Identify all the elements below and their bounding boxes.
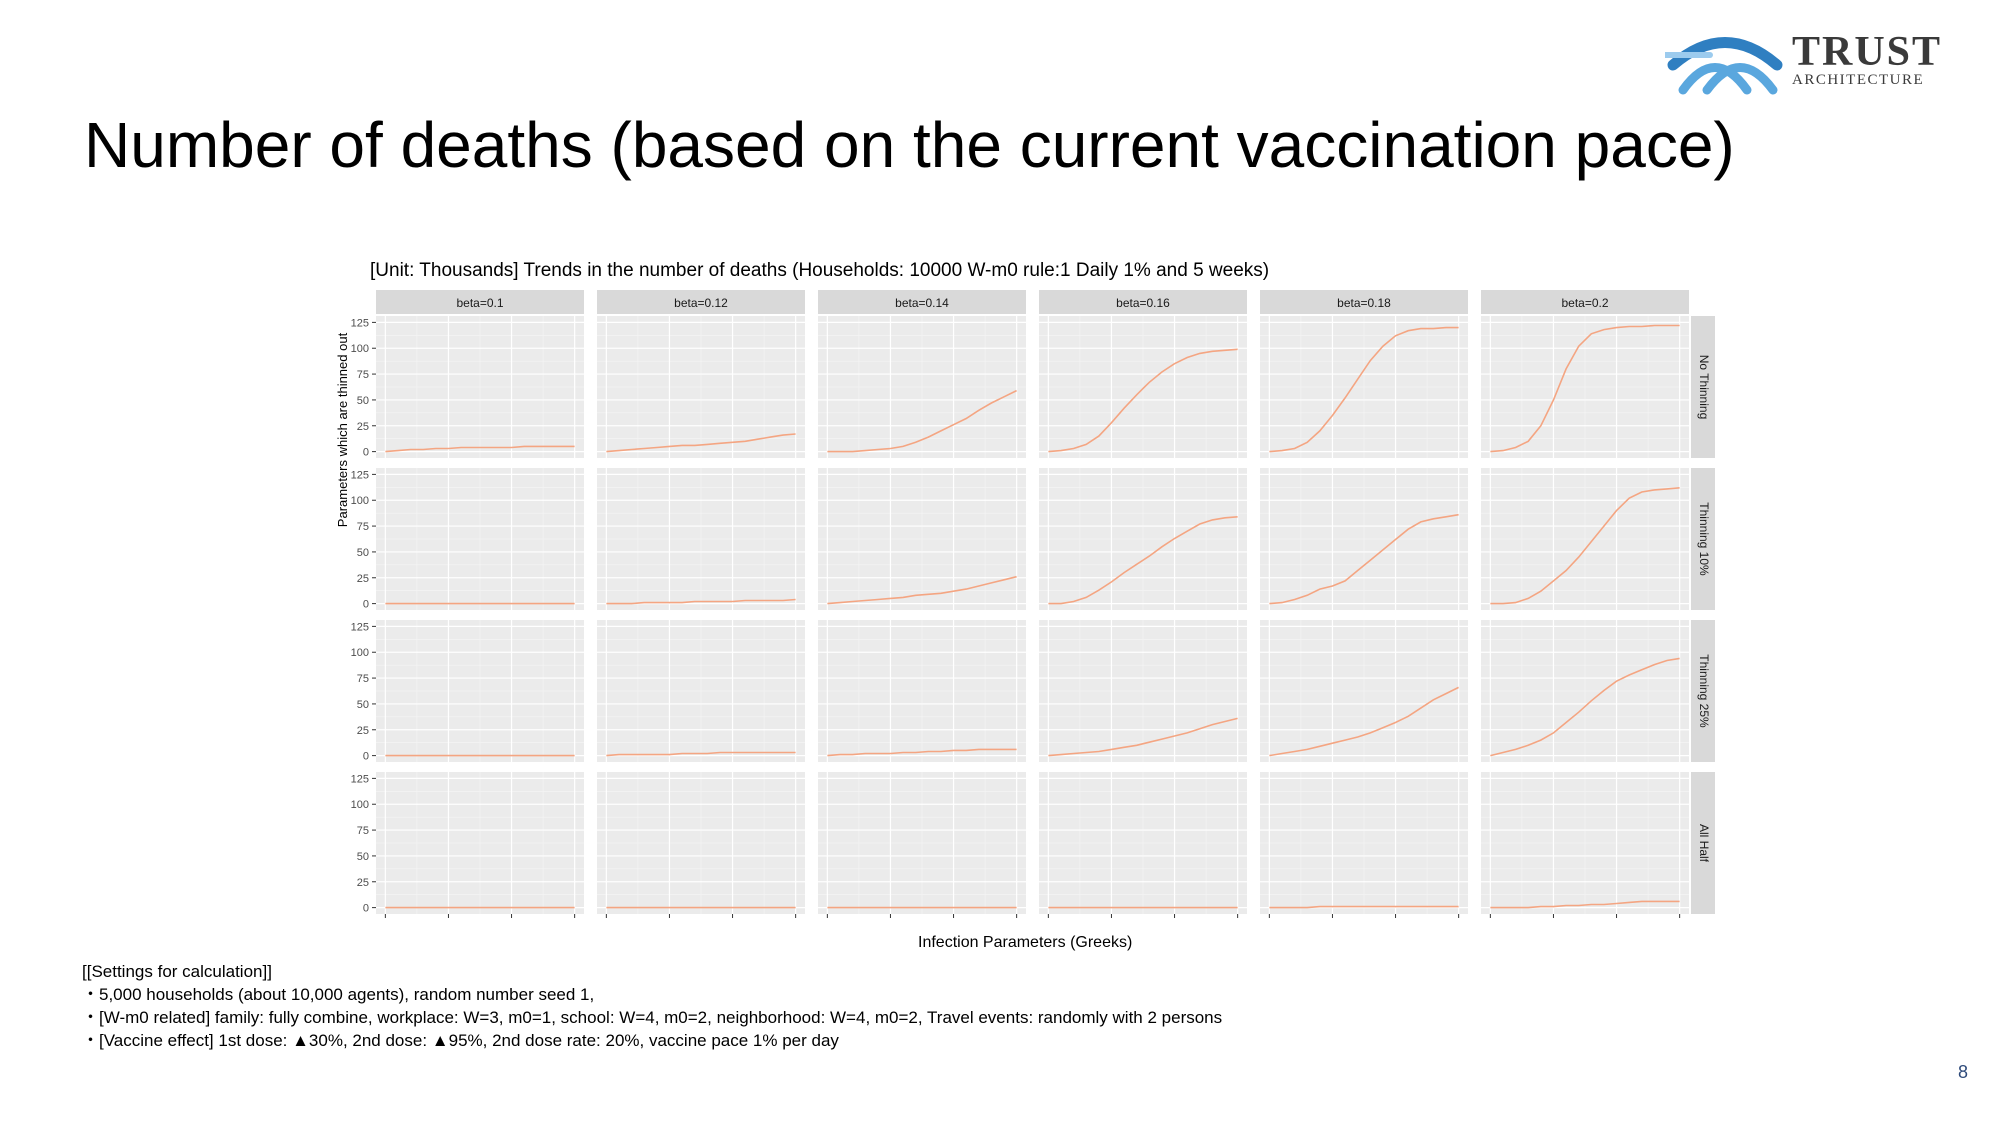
series-line <box>827 389 1017 453</box>
x-axis-label: Infection Parameters (Greeks) <box>918 934 1133 951</box>
y-tick-label: 50 <box>357 395 369 407</box>
facet-strip-row <box>1691 468 1715 610</box>
y-tick-label: 100 <box>351 343 369 355</box>
y-tick-label: 75 <box>357 521 369 533</box>
y-tick-label: 25 <box>357 877 369 889</box>
logo-wordmark: TRUST <box>1792 29 1943 75</box>
series-line <box>1490 900 1680 909</box>
y-tick-label: 125 <box>351 621 369 633</box>
y-tick-label: 75 <box>357 825 369 837</box>
facet-strip-column <box>376 290 584 314</box>
y-tick-label: 25 <box>357 725 369 737</box>
facet-strip-label: beta=0.12 <box>674 296 728 310</box>
series-line <box>1490 324 1680 453</box>
series-line <box>606 751 796 757</box>
settings-line: ・[Vaccine effect] 1st dose: ▲30%, 2nd do… <box>82 1031 839 1050</box>
y-tick-label: 50 <box>357 547 369 559</box>
trust-architecture-logo <box>1665 37 1783 95</box>
series-line <box>1269 905 1459 909</box>
facet-strip-row <box>1691 316 1715 458</box>
page-number: 8 <box>1958 1062 1969 1082</box>
facet-strip-row <box>1691 620 1715 762</box>
y-axis-label: Parameters which are thinned out <box>335 332 350 528</box>
settings-line: ・[W-m0 related] family: fully combine, w… <box>82 1008 1223 1027</box>
y-tick-label: 100 <box>351 647 369 659</box>
y-tick-label: 100 <box>351 495 369 507</box>
logo-arcs-icon <box>1665 37 1783 95</box>
facet-strip-label: beta=0.14 <box>895 296 949 310</box>
settings-line: ・5,000 households (about 10,000 agents),… <box>82 985 595 1004</box>
facet-strip-column <box>1039 290 1247 314</box>
facet-strip-label: Thinning 10% <box>1697 502 1711 576</box>
chart-title: [Unit: Thousands] Trends in the number o… <box>370 260 1270 281</box>
series-line <box>606 433 796 453</box>
facet-strip-label: beta=0.16 <box>1116 296 1170 310</box>
series-line <box>1048 717 1238 757</box>
facet-strip-label: All Half <box>1697 824 1711 863</box>
y-tick-label: 25 <box>357 573 369 585</box>
y-tick-label: 0 <box>363 751 369 763</box>
y-tick-label: 50 <box>357 699 369 711</box>
series-line <box>385 445 575 453</box>
y-tick-label: 75 <box>357 369 369 381</box>
y-tick-label: 125 <box>351 469 369 481</box>
logo-subtitle: ARCHITECTURE <box>1792 72 1925 88</box>
facet-strip-label: Thinning 25% <box>1697 654 1711 728</box>
series-line <box>827 748 1017 757</box>
series-line <box>1048 348 1238 453</box>
y-tick-label: 125 <box>351 317 369 329</box>
series-line <box>1490 487 1680 605</box>
facet-strip-label: beta=0.1 <box>456 296 503 310</box>
page-title: Number of deaths (based on the current v… <box>84 109 1735 181</box>
y-tick-label: 0 <box>363 447 369 459</box>
facet-strip-column <box>818 290 1026 314</box>
series-line <box>827 575 1017 605</box>
facet-strip-row <box>1691 772 1715 914</box>
y-tick-label: 75 <box>357 673 369 685</box>
series-line <box>1490 657 1680 757</box>
facet-strip-label: beta=0.18 <box>1337 296 1391 310</box>
facet-strip-column <box>1481 290 1689 314</box>
series-line <box>1269 326 1459 453</box>
series-line <box>606 598 796 605</box>
y-tick-label: 0 <box>363 599 369 611</box>
facet-strip-label: beta=0.2 <box>1561 296 1608 310</box>
y-tick-label: 50 <box>357 851 369 863</box>
facet-strip-column <box>597 290 805 314</box>
series-line <box>1269 686 1459 757</box>
series-line <box>1048 516 1238 605</box>
y-tick-label: 100 <box>351 799 369 811</box>
settings-notes: [[Settings for calculation]] ・5,000 hous… <box>82 960 1222 1052</box>
series-line <box>1269 513 1459 605</box>
facet-line-chart: beta=0.1 beta=0.12 beta=0.14 beta=0.16 beta=… <box>351 290 1715 918</box>
y-tick-label: 125 <box>351 773 369 785</box>
facet-strip-label: No Thinning <box>1697 355 1711 420</box>
y-tick-label: 0 <box>363 903 369 915</box>
y-tick-label: 25 <box>357 421 369 433</box>
facet-strip-column <box>1260 290 1468 314</box>
settings-heading: [[Settings for calculation]] <box>82 962 272 981</box>
